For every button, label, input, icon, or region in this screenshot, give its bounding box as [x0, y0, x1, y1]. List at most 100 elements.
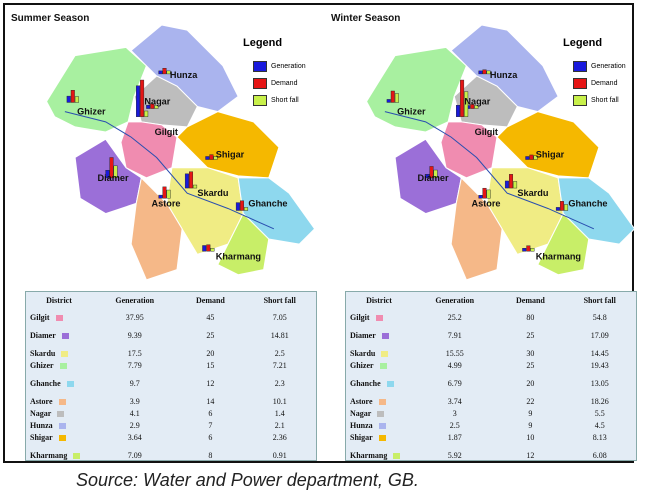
legend-title: Legend: [563, 37, 603, 49]
district-color-chip: [66, 380, 74, 387]
col-demand: Demand: [515, 296, 545, 305]
district-name: Ghanche: [30, 378, 61, 388]
map-district-label: Shigar: [216, 150, 245, 160]
map-bar-generation: [66, 95, 71, 103]
map-district-label: Ghanche: [568, 198, 607, 208]
district-name: Shigar: [30, 432, 53, 442]
shortfall-cell: 13.05: [563, 371, 636, 389]
map-district-label: Nagar: [464, 97, 490, 107]
table-row: Ghanche 9.7 12 2.3: [26, 371, 316, 389]
demand-value: 20: [526, 378, 535, 388]
district-color-chip: [393, 452, 401, 459]
map-bar-demand: [162, 68, 167, 75]
demand-value: 9: [528, 408, 533, 418]
map-bar-demand: [209, 154, 214, 160]
demand-cell: 8: [177, 443, 243, 461]
legend-item-demand: Demand: [573, 78, 633, 89]
table-row: Gilgit 37.95 45 7.05: [26, 311, 316, 323]
demand-cell: 14: [177, 389, 243, 407]
generation-value: 3.74: [447, 396, 462, 406]
district-name-cell: Astore: [26, 389, 92, 407]
shortfall-value: 18.26: [590, 396, 609, 406]
shortfall-cell: 4.5: [563, 419, 636, 431]
district-name-cell: Nagar: [26, 407, 92, 419]
table-row: Kharmang 7.09 8 0.91: [26, 443, 316, 461]
map-bar-demand: [189, 171, 194, 189]
demand-cell: 22: [497, 389, 563, 407]
shortfall-cell: 14.45: [563, 341, 636, 359]
shortfall-value: 2.3: [274, 378, 285, 388]
shortfall-cell: 7.05: [243, 311, 316, 323]
district-region-ghizer: [365, 46, 468, 133]
district-map-svg: Hunza Ghizer Nagar Gilgit Shigar Diamer Astore…: [365, 24, 636, 281]
demand-value: 6: [208, 408, 213, 418]
legend-item-shortfall: Short fall: [573, 95, 633, 106]
table-row: Astore 3.74 22 18.26: [346, 389, 636, 407]
col-district: District: [46, 296, 72, 305]
district-color-chip: [379, 362, 387, 369]
demand-value: 30: [526, 348, 535, 358]
shortfall-cell: 18.26: [563, 389, 636, 407]
district-name: Hunza: [350, 420, 373, 430]
map-bar-shortfall: [193, 184, 198, 189]
map-bar-demand: [529, 154, 534, 160]
district-name-cell: Diamer: [346, 323, 412, 341]
col-shortfall: Short fall: [263, 296, 296, 305]
map-bar-shortfall: [513, 181, 518, 189]
demand-value: 15: [206, 360, 215, 370]
district-name-cell: Diamer: [26, 323, 92, 341]
map-bar-demand: [526, 245, 531, 252]
generation-value: 4.99: [447, 360, 462, 370]
demand-value: 20: [206, 348, 215, 358]
district-color-chip: [58, 422, 66, 429]
demand-value: 45: [206, 312, 215, 322]
map-bar-shortfall: [564, 204, 569, 211]
generation-cell: 2.5: [412, 419, 497, 431]
table-row: Shigar 3.64 6 2.36: [26, 431, 316, 443]
map-bar-generation: [235, 202, 240, 211]
district-name-cell: Kharmang: [26, 443, 92, 461]
map-bar-demand: [206, 244, 211, 252]
demand-cell: 15: [177, 359, 243, 371]
generation-value: 3.64: [127, 432, 142, 442]
map-bar-shortfall: [154, 105, 159, 109]
map-bar-shortfall: [113, 165, 118, 179]
map-bar-shortfall: [144, 110, 149, 117]
map-bar-shortfall: [166, 70, 171, 75]
map-district-label: Ghizer: [77, 107, 106, 117]
shortfall-value: 10.1: [272, 396, 287, 406]
shortfall-cell: 6.08: [563, 443, 636, 461]
shortfall-value: 14.81: [270, 330, 289, 340]
legend-title: Legend: [243, 37, 283, 49]
generation-value: 7.91: [447, 330, 462, 340]
district-color-chip: [377, 410, 385, 417]
map-district-label: Diamer: [98, 173, 129, 183]
map-bar-generation: [504, 180, 509, 189]
generation-value: 9.39: [127, 330, 142, 340]
shortfall-value: 19.43: [590, 360, 609, 370]
demand-cell: 25: [497, 359, 563, 371]
demand-cell: 6: [177, 407, 243, 419]
legend: Legend Generation Demand Short fall: [243, 37, 313, 112]
district-name-cell: Ghanche: [26, 371, 92, 389]
district-name: Gilgit: [350, 312, 370, 322]
legend-item-shortfall: Short fall: [253, 95, 313, 106]
col-district: District: [366, 296, 392, 305]
legend-swatch: [253, 95, 267, 106]
map-bar-shortfall: [213, 156, 218, 160]
district-map-svg: Hunza Ghizer Nagar Gilgit Shigar Diamer Astore…: [45, 24, 316, 281]
legend-label: Demand: [271, 80, 298, 87]
demand-value: 6: [208, 432, 213, 442]
generation-value: 1.87: [447, 432, 462, 442]
demand-value: 12: [206, 378, 215, 388]
map-bar-shortfall: [166, 189, 171, 199]
shortfall-cell: 8.13: [563, 431, 636, 443]
map-bar-demand: [70, 90, 75, 103]
map-bar-generation: [205, 156, 210, 160]
district-name: Astore: [30, 396, 53, 406]
generation-value: 6.79: [447, 378, 462, 388]
district-name: Nagar: [30, 408, 52, 418]
legend-item-generation: Generation: [253, 61, 313, 72]
map-bar-generation: [105, 170, 110, 179]
district-color-chip: [378, 434, 386, 441]
